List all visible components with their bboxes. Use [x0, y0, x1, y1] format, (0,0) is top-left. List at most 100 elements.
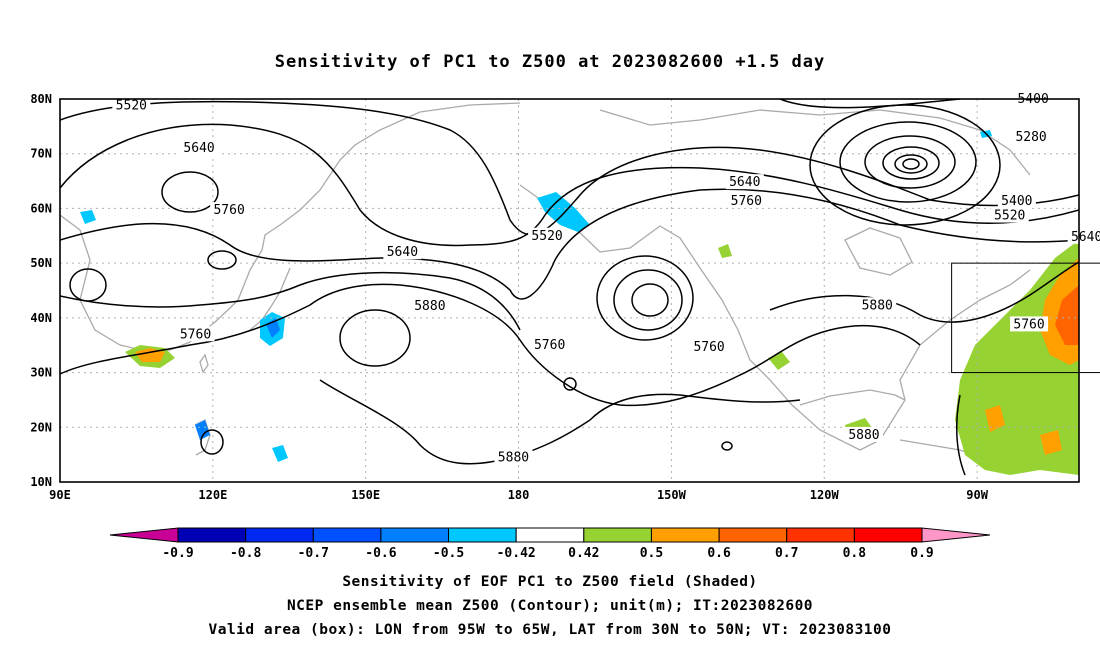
contour-label-bg — [725, 174, 764, 190]
contour-label-bg — [530, 337, 569, 353]
colorbar-swatch — [786, 527, 855, 543]
contour-label-bg — [1010, 316, 1049, 332]
arctic-coast — [599, 109, 1031, 176]
contour-arctic-6 — [902, 158, 920, 170]
contour-label-bg — [180, 140, 219, 156]
lat-tick-label: 70N — [30, 147, 52, 161]
shade-asia-north-blue — [80, 210, 96, 224]
lat-tick-label: 40N — [30, 311, 52, 325]
contour-5880-closed — [339, 309, 411, 367]
contour-arctic-5 — [894, 154, 928, 174]
contour-label-bg — [494, 449, 533, 465]
contour-arctic-3 — [864, 135, 956, 189]
lon-tick-label: 90E — [49, 488, 71, 502]
contour-label: 5520 — [116, 99, 147, 114]
shaded-sensitivity — [80, 130, 1079, 475]
contour-5880-tropics — [589, 393, 801, 421]
colorbar-label: -0.5 — [433, 546, 464, 561]
shade-atlantic-sub-orange-2 — [1040, 430, 1062, 455]
colorbar-swatch — [448, 527, 517, 543]
contour-arctic-1 — [809, 104, 1001, 226]
lon-tick-label: 150E — [351, 488, 380, 502]
colorbar-label: 0.42 — [568, 546, 599, 561]
lat-tick-label: 30N — [30, 366, 52, 380]
lon-tick-label: 90W — [966, 488, 988, 502]
colorbar-swatch — [853, 527, 923, 543]
contour-label: 5760 — [693, 340, 724, 355]
contour-label-bg — [1067, 228, 1100, 244]
colorbar-label: 0.6 — [707, 546, 731, 561]
contour-label: 5640 — [183, 141, 214, 156]
colorbar-label: -0.7 — [298, 546, 329, 561]
lat-tick-label: 50N — [30, 256, 52, 270]
contour-label-bg — [112, 97, 151, 113]
contour-label: 5760 — [213, 203, 244, 218]
colorbar: -0.9 -0.8 -0.7 -0.6 -0.5 -0.42 0.42 0.5 0.6 0.7 0.… — [109, 527, 991, 561]
contour-5760-asia-small — [207, 250, 237, 270]
lon-tick-label: 120E — [198, 488, 227, 502]
contour-label: 5400 — [1001, 194, 1032, 209]
valid-area-box — [951, 262, 1100, 374]
contour-label: 5640 — [1071, 230, 1100, 245]
shade-canada-green — [718, 244, 732, 258]
contour-arctic-2 — [839, 121, 977, 203]
plot-title: Sensitivity of PC1 to Z500 at 2023082600… — [274, 52, 826, 72]
shade-western-pacific-blue — [272, 445, 288, 462]
contour-5880-south — [319, 379, 591, 465]
contour-label-bg — [727, 192, 766, 208]
shade-atlantic-sub-orange — [985, 405, 1005, 432]
contour-low-mid — [613, 269, 683, 331]
coastlines — [60, 102, 1031, 461]
contour-small-1 — [563, 377, 577, 391]
colorbar-swatch — [515, 527, 585, 543]
map-frame — [59, 98, 1080, 483]
contour-small-4 — [69, 268, 107, 302]
lon-tick-label: 120W — [810, 488, 840, 502]
lat-tick-label: 10N — [30, 475, 52, 489]
colorbar-label: 0.8 — [843, 546, 867, 561]
colorbar-swatch — [583, 527, 652, 543]
taiwan-coast — [199, 353, 209, 374]
contour-5880 — [60, 283, 921, 407]
contour-5640 — [60, 123, 1079, 247]
colorbar-high-extension — [921, 527, 991, 543]
colorbar-label: -0.6 — [365, 546, 396, 561]
contour-label-bg — [690, 338, 729, 354]
colorbar-swatch — [650, 527, 720, 543]
contour-small-3 — [721, 441, 733, 451]
contour-label: 5880 — [848, 428, 879, 443]
contour-label: 5760 — [1013, 317, 1044, 332]
contour-label-bg — [1012, 128, 1051, 144]
shade-baja-green — [768, 352, 790, 370]
shade-bering-blue — [537, 192, 590, 232]
colorbar-swatch — [177, 527, 247, 543]
colorbar-label: -0.42 — [497, 546, 536, 561]
lon-tick-label: 150W — [657, 488, 687, 502]
gulf-coast — [799, 389, 906, 406]
contour-label-bg — [528, 227, 567, 243]
lat-tick-label: 20N — [30, 420, 52, 434]
grid — [60, 99, 1079, 482]
shade-atlantic-core-red — [1055, 285, 1079, 345]
colorbar-swatch — [718, 527, 788, 543]
colorbar-label: -0.8 — [230, 546, 261, 561]
lat-tick-label: 60N — [30, 201, 52, 215]
hudson-bay — [844, 227, 913, 276]
contour-label-bg — [210, 202, 249, 218]
colorbar-label: -0.9 — [162, 546, 193, 561]
contour-label: 5280 — [1015, 130, 1046, 145]
contour-arctic-top — [779, 99, 961, 109]
contour-label: 5520 — [531, 229, 562, 244]
lat-tick-label: 80N — [30, 92, 52, 106]
contour-label-bg — [410, 297, 449, 313]
contour-5760-east — [769, 261, 1079, 323]
contour-label-bg — [990, 207, 1029, 223]
caption-line-1: Sensitivity of EOF PC1 to Z500 field (Sh… — [342, 574, 758, 590]
north-america-coast — [519, 184, 1031, 451]
colorbar-label: 0.7 — [775, 546, 798, 561]
contour-label: 5640 — [387, 245, 418, 260]
colorbar-low-extension — [109, 527, 179, 543]
asia-coast — [60, 102, 521, 353]
colorbar-swatch — [245, 527, 314, 543]
